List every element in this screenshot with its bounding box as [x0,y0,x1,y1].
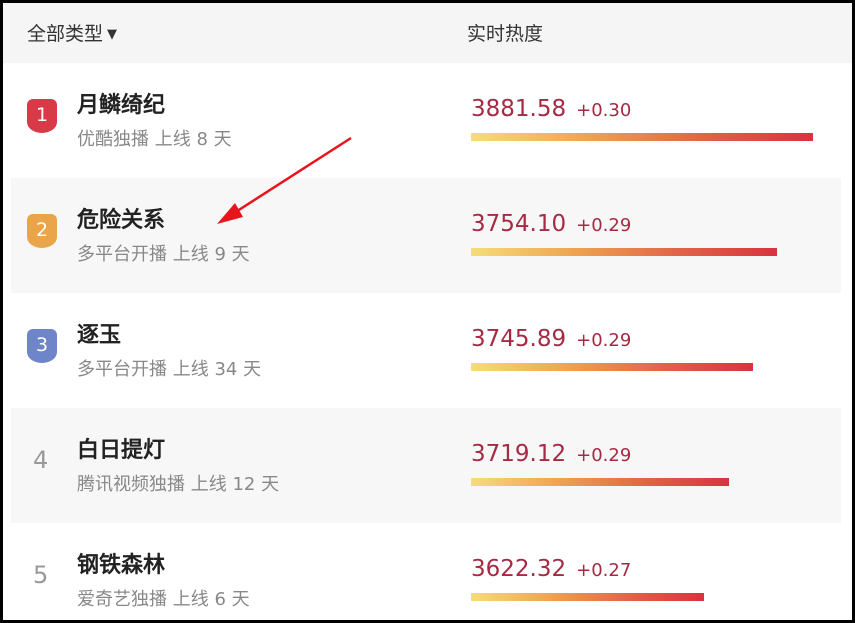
triangle-down-icon: ▼ [107,27,118,42]
hot-bar [471,363,754,371]
show-title[interactable]: 钢铁森林 [77,553,166,578]
score-delta: +0.30 [576,100,632,121]
score-delta: +0.27 [576,560,632,581]
show-meta: 多平台开播 上线 9 天 [77,244,250,265]
hot-score: 3754.10 +0.29 [471,211,631,237]
hot-bar [471,248,778,256]
ranking-row[interactable]: 1 月鳞绮纪 优酷独播 上线 8 天 3881.58 +0.30 [11,63,841,178]
score-value: 3754.10 [471,211,567,237]
ranking-row[interactable]: 5 钢铁森林 爱奇艺独播 上线 6 天 3622.32 +0.27 [11,523,841,620]
hot-score: 3881.58 +0.30 [471,96,631,122]
ranking-row[interactable]: 2 危险关系 多平台开播 上线 9 天 3754.10 +0.29 [11,178,841,293]
show-title[interactable]: 月鳞绮纪 [77,93,166,118]
show-meta: 腾讯视频独播 上线 12 天 [77,474,280,495]
score-value: 3881.58 [471,96,567,122]
filter-label: 全部类型 [27,23,104,45]
show-title[interactable]: 逐玉 [77,323,122,348]
show-meta: 爱奇艺独播 上线 6 天 [77,589,250,610]
type-filter-dropdown[interactable]: 全部类型 ▼ [27,19,117,46]
annotation-arrow-icon [217,136,352,224]
rank-number: 4 [33,446,49,474]
score-delta: +0.29 [576,330,632,351]
rank-number: 5 [33,561,49,589]
rank-badge: 3 [27,329,57,363]
show-title[interactable]: 白日提灯 [77,438,166,463]
ranking-row[interactable]: 3 逐玉 多平台开播 上线 34 天 3745.89 +0.29 [11,293,841,408]
rank-badge: 1 [27,99,57,133]
hot-column-header: 实时热度 [467,23,544,45]
show-title[interactable]: 危险关系 [77,208,166,233]
ranking-row[interactable]: 4 白日提灯 腾讯视频独播 上线 12 天 3719.12 +0.29 [11,408,841,523]
score-delta: +0.29 [576,445,632,466]
show-meta: 多平台开播 上线 34 天 [77,359,262,380]
score-value: 3719.12 [471,441,567,467]
score-delta: +0.29 [576,215,632,236]
show-meta: 优酷独播 上线 8 天 [77,129,232,150]
hot-bar [471,593,704,601]
score-value: 3745.89 [471,326,567,352]
list-header: 全部类型 ▼ 实时热度 [3,3,852,63]
hot-bar [471,478,729,486]
hot-score: 3622.32 +0.27 [471,556,631,582]
score-value: 3622.32 [471,556,567,582]
rank-badge: 2 [27,214,57,248]
hot-score: 3745.89 +0.29 [471,326,631,352]
hot-score: 3719.12 +0.29 [471,441,631,467]
hot-bar [471,133,813,141]
